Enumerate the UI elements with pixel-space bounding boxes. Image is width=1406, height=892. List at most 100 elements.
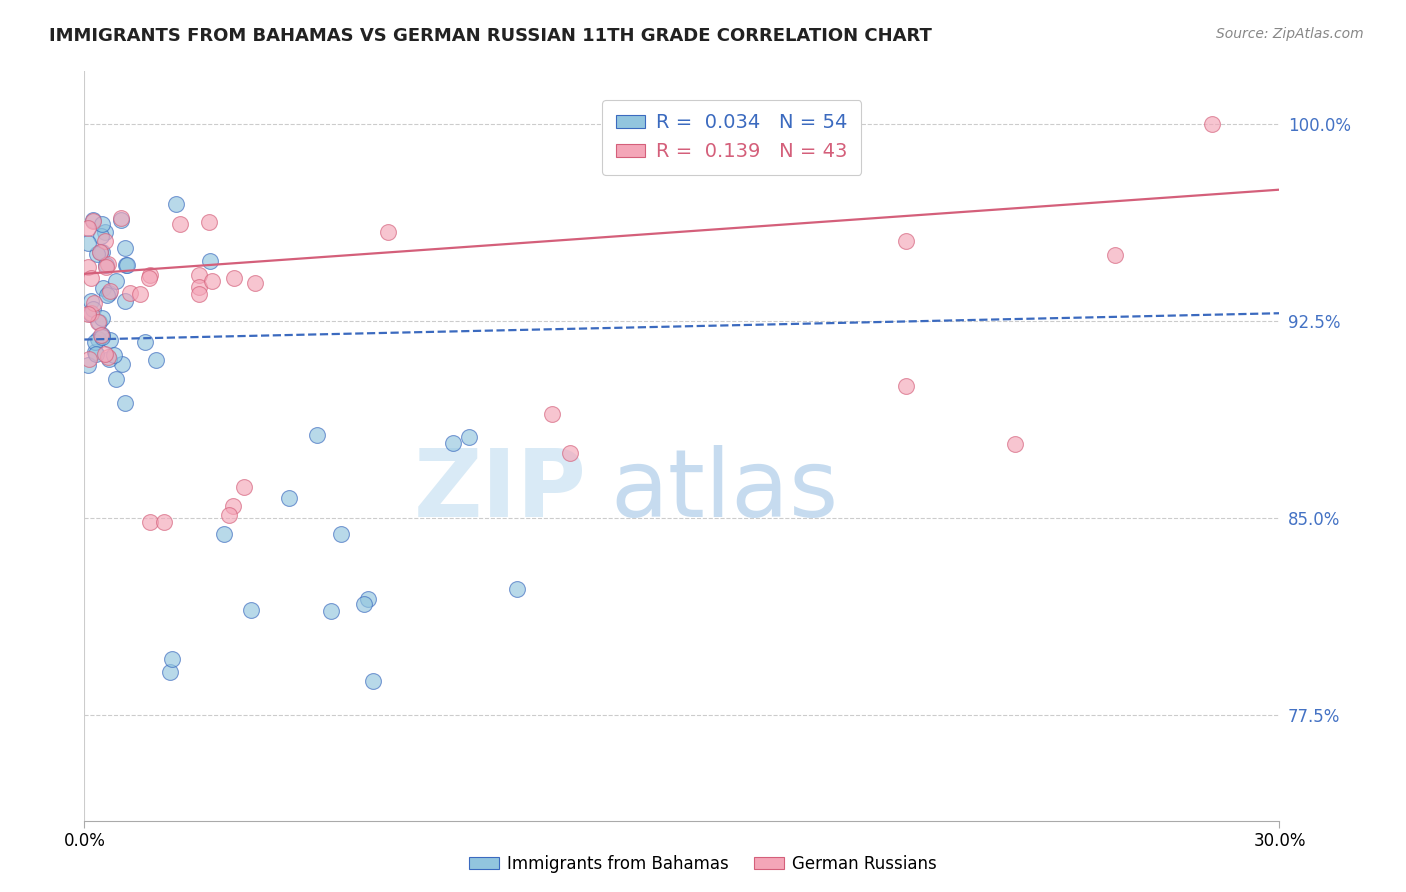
Point	[77, 236, 100, 251]
Point	[105, 372, 128, 386]
Point	[224, 271, 246, 285]
Point	[111, 357, 134, 371]
Point	[96, 260, 118, 274]
Point	[94, 234, 117, 248]
Point	[212, 526, 235, 541]
Point	[77, 352, 100, 367]
Text: Source: ZipAtlas.com: Source: ZipAtlas.com	[1216, 27, 1364, 41]
Point	[188, 268, 211, 283]
Point	[98, 334, 121, 348]
Point	[353, 597, 375, 611]
Point	[91, 310, 114, 325]
Point	[169, 217, 191, 231]
Point	[120, 285, 142, 300]
Point	[114, 294, 136, 309]
Point	[77, 221, 100, 235]
Point	[89, 245, 111, 260]
Point	[94, 258, 117, 272]
Point	[233, 480, 256, 494]
Point	[330, 527, 353, 541]
Point	[87, 332, 110, 346]
Legend: Immigrants from Bahamas, German Russians: Immigrants from Bahamas, German Russians	[463, 848, 943, 880]
Point	[153, 515, 176, 529]
Point	[201, 274, 224, 288]
Point	[894, 379, 917, 393]
Point	[80, 271, 103, 285]
Legend: R =  0.034   N = 54, R =  0.139   N = 43: R = 0.034 N = 54, R = 0.139 N = 43	[602, 100, 862, 175]
Point	[84, 335, 107, 350]
Point	[86, 246, 108, 260]
Point	[560, 446, 582, 460]
Point	[506, 582, 529, 596]
Point	[115, 258, 138, 272]
Point	[90, 328, 112, 343]
Point	[1004, 437, 1026, 451]
Point	[138, 271, 160, 285]
Point	[243, 276, 266, 290]
Point	[162, 652, 184, 666]
Text: atlas: atlas	[610, 445, 838, 537]
Point	[200, 253, 222, 268]
Point	[103, 348, 125, 362]
Y-axis label: 11th Grade: 11th Grade	[0, 399, 8, 493]
Point	[80, 306, 103, 320]
Point	[145, 353, 167, 368]
Point	[896, 234, 918, 248]
Point	[89, 245, 111, 260]
Point	[114, 241, 136, 255]
Point	[110, 211, 132, 225]
Point	[540, 407, 562, 421]
Point	[159, 665, 181, 680]
Point	[77, 260, 100, 274]
Point	[82, 214, 104, 228]
Point	[278, 491, 301, 505]
Point	[1104, 248, 1126, 262]
Point	[91, 217, 114, 231]
Point	[84, 344, 107, 359]
Point	[80, 293, 103, 308]
Point	[361, 673, 384, 688]
Point	[1201, 117, 1223, 131]
Point	[97, 352, 120, 367]
Point	[97, 350, 120, 364]
Point	[105, 274, 128, 288]
Point	[139, 515, 162, 529]
Point	[90, 228, 112, 243]
Point	[458, 430, 481, 444]
Point	[222, 499, 245, 513]
Point	[87, 315, 110, 329]
Point	[77, 307, 100, 321]
Point	[139, 268, 162, 283]
Point	[84, 347, 107, 361]
Point	[187, 280, 209, 294]
Point	[129, 286, 152, 301]
Point	[218, 508, 240, 522]
Point	[83, 296, 105, 310]
Point	[97, 286, 120, 301]
Point	[115, 258, 138, 272]
Point	[165, 197, 187, 211]
Point	[91, 328, 114, 343]
Point	[98, 284, 121, 298]
Point	[96, 257, 118, 271]
Point	[94, 347, 117, 361]
Point	[134, 334, 156, 349]
Point	[114, 396, 136, 410]
Text: ZIP: ZIP	[413, 445, 586, 537]
Point	[91, 330, 114, 344]
Point	[94, 225, 117, 239]
Point	[96, 288, 118, 302]
Point	[90, 245, 112, 260]
Point	[239, 602, 262, 616]
Point	[87, 315, 110, 329]
Point	[77, 359, 100, 373]
Text: IMMIGRANTS FROM BAHAMAS VS GERMAN RUSSIAN 11TH GRADE CORRELATION CHART: IMMIGRANTS FROM BAHAMAS VS GERMAN RUSSIA…	[49, 27, 932, 45]
Point	[321, 604, 343, 618]
Point	[377, 225, 399, 239]
Point	[441, 436, 464, 450]
Point	[197, 215, 219, 229]
Point	[82, 301, 104, 316]
Point	[91, 281, 114, 295]
Point	[305, 427, 328, 442]
Point	[82, 213, 104, 227]
